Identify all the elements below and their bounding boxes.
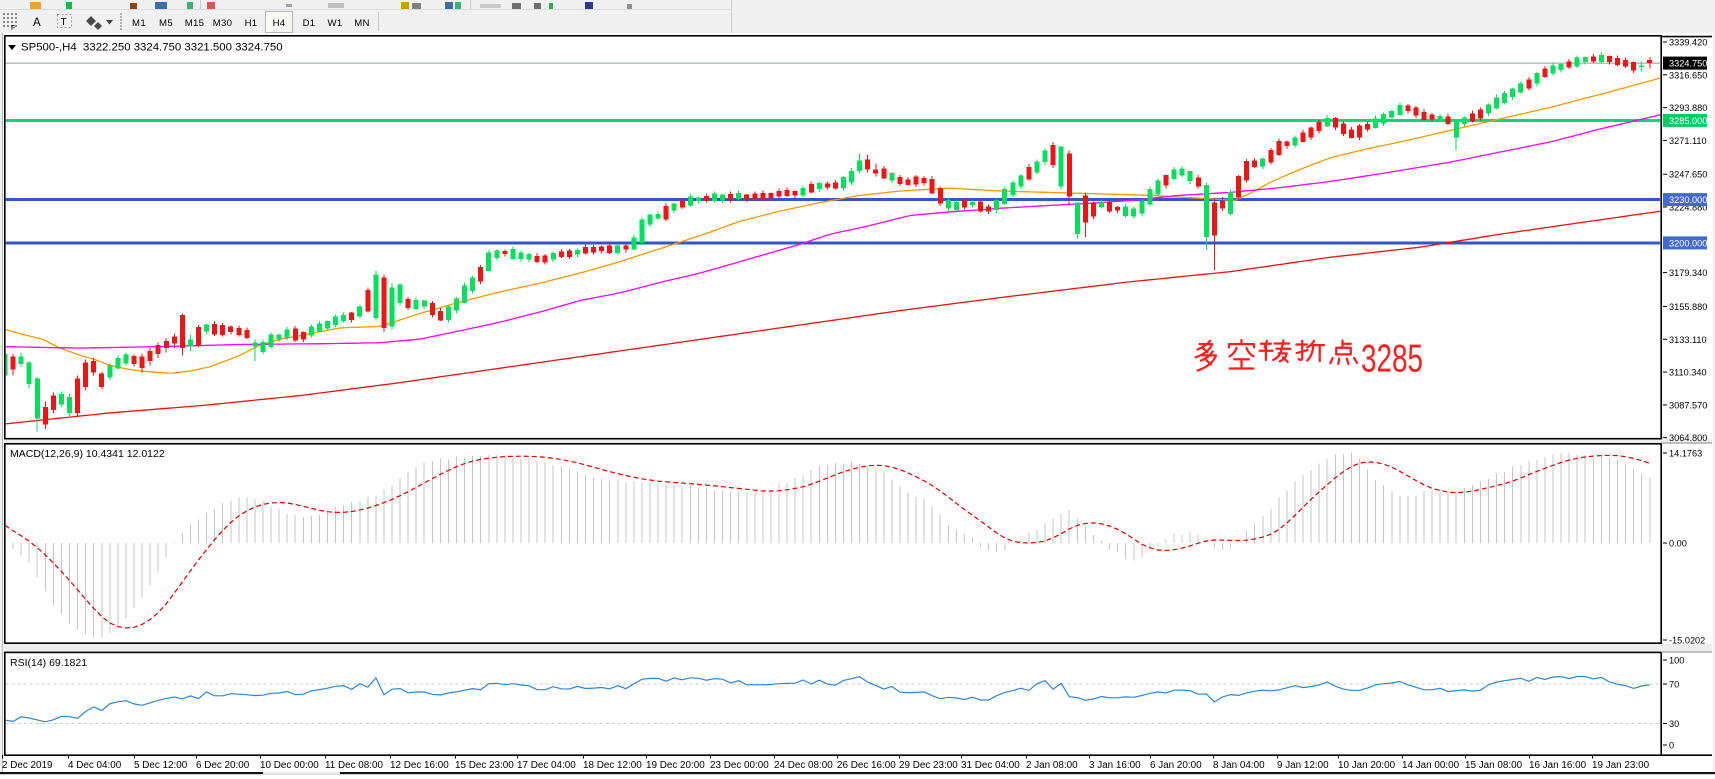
svg-text:100: 100 [1669,656,1684,666]
svg-text:3087.570: 3087.570 [1669,400,1707,410]
svg-text:A: A [33,17,41,29]
svg-text:M30: M30 [213,18,233,29]
svg-text:0: 0 [1669,741,1674,751]
svg-text:11 Dec 08:00: 11 Dec 08:00 [325,760,384,771]
svg-text:23 Dec 00:00: 23 Dec 00:00 [710,760,769,771]
svg-text:14 Jan 00:00: 14 Jan 00:00 [1402,760,1460,771]
svg-text:29 Dec 23:00: 29 Dec 23:00 [899,760,958,771]
svg-text:2 Jan 08:00: 2 Jan 08:00 [1026,760,1078,771]
svg-text:RSI(14) 69.1821: RSI(14) 69.1821 [10,657,87,669]
svg-text:3285.000: 3285.000 [1669,116,1707,126]
svg-text:3230.000: 3230.000 [1669,195,1707,205]
svg-text:H1: H1 [245,18,258,29]
svg-text:D1: D1 [303,18,316,29]
svg-text:15 Dec 23:00: 15 Dec 23:00 [455,760,514,771]
svg-text:3155.880: 3155.880 [1669,302,1707,312]
svg-text:16 Jan 16:00: 16 Jan 16:00 [1529,760,1587,771]
svg-text:3200.000: 3200.000 [1669,238,1707,248]
svg-text:M5: M5 [159,18,173,29]
svg-text:31 Dec 04:00: 31 Dec 04:00 [961,760,1020,771]
svg-text:17 Dec 04:00: 17 Dec 04:00 [517,760,576,771]
svg-text:10 Jan 20:00: 10 Jan 20:00 [1338,760,1396,771]
svg-text:H4: H4 [273,18,286,29]
svg-text:10 Dec 00:00: 10 Dec 00:00 [260,760,319,771]
svg-text:M15: M15 [185,18,205,29]
svg-text:18 Dec 12:00: 18 Dec 12:00 [583,760,642,771]
svg-text:3271.110: 3271.110 [1669,136,1707,146]
svg-text:19 Dec 20:00: 19 Dec 20:00 [646,760,705,771]
svg-text:6 Jan 20:00: 6 Jan 20:00 [1150,760,1202,771]
svg-text:3224.880: 3224.880 [1669,203,1707,213]
svg-text:6 Dec 20:00: 6 Dec 20:00 [196,760,250,771]
svg-text:3293.880: 3293.880 [1669,103,1707,113]
svg-text:MACD(12,26,9) 10.4341 12.0122: MACD(12,26,9) 10.4341 12.0122 [10,448,165,460]
svg-text:T: T [61,17,67,28]
svg-text:3339.420: 3339.420 [1669,38,1707,48]
svg-text:8 Jan 04:00: 8 Jan 04:00 [1213,760,1265,771]
svg-text:3064.800: 3064.800 [1669,433,1707,443]
svg-text:70: 70 [1669,680,1679,690]
svg-text:12 Dec 16:00: 12 Dec 16:00 [390,760,449,771]
svg-text:19 Jan 23:00: 19 Jan 23:00 [1592,760,1650,771]
svg-text:M1: M1 [132,18,146,29]
svg-text:14.1763: 14.1763 [1669,449,1702,459]
svg-text:2 Dec 2019: 2 Dec 2019 [2,760,53,771]
svg-text:3 Jan 16:00: 3 Jan 16:00 [1089,760,1141,771]
svg-text:24 Dec 08:00: 24 Dec 08:00 [774,760,833,771]
svg-text:3324.750: 3324.750 [1669,59,1707,69]
svg-text:-15.0202: -15.0202 [1669,636,1705,646]
svg-text:3316.650: 3316.650 [1669,70,1707,80]
svg-text:F: F [11,25,15,32]
svg-text:3133.110: 3133.110 [1669,335,1707,345]
svg-text:26 Dec 16:00: 26 Dec 16:00 [837,760,896,771]
svg-text:MN: MN [354,18,370,29]
svg-text:0.00: 0.00 [1669,539,1687,549]
svg-text:W1: W1 [328,18,343,29]
svg-text:3179.340: 3179.340 [1669,268,1707,278]
svg-text:3110.340: 3110.340 [1669,368,1707,378]
svg-text:15 Jan 08:00: 15 Jan 08:00 [1465,760,1523,771]
svg-text:30: 30 [1669,719,1679,729]
svg-text:3285: 3285 [1361,338,1423,381]
svg-text:5 Dec 12:00: 5 Dec 12:00 [134,760,188,771]
svg-text:SP500-,H4 3322.250 3324.750 3: SP500-,H4 3322.250 3324.750 3321.500 332… [21,42,283,54]
svg-text:4 Dec 04:00: 4 Dec 04:00 [68,760,122,771]
svg-text:9 Jan 12:00: 9 Jan 12:00 [1277,760,1329,771]
svg-text:3247.650: 3247.650 [1669,170,1707,180]
